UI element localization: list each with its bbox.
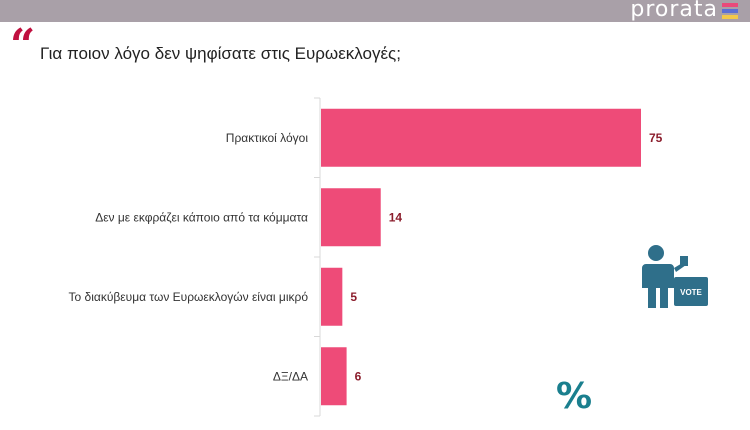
category-label: Δεν με εκφράζει κάποιο από τα κόμματα <box>95 210 308 224</box>
category-label: Το διακύβευμα των Ευρωεκλογών είναι μικρ… <box>69 290 309 304</box>
data-label: 5 <box>350 290 357 304</box>
vote-label: VOTE <box>680 288 702 297</box>
voter-body <box>642 264 674 308</box>
brand-logo-icon <box>722 3 738 19</box>
quote-icon: “ <box>10 20 36 71</box>
brand-bar-3 <box>722 15 738 19</box>
percent-symbol: % <box>556 376 593 417</box>
bar <box>321 267 343 326</box>
category-label: ΔΞ/ΔΑ <box>273 369 308 383</box>
bar <box>321 347 347 406</box>
brand-bar-2 <box>722 9 738 13</box>
data-label: 6 <box>355 369 362 383</box>
brand-bar-1 <box>722 3 738 7</box>
category-label: Πρακτικοί λόγοι <box>226 131 309 145</box>
brand-logo-text: prorata <box>630 0 718 22</box>
ballot-box <box>674 277 708 306</box>
voter-ballot-icon: VOTE <box>642 245 708 308</box>
data-label: 75 <box>649 131 663 145</box>
bar <box>321 188 381 247</box>
bar <box>321 108 641 167</box>
chart-title: Για ποιον λόγο δεν ψηφίσατε στις Ευρωεκλ… <box>40 44 401 63</box>
data-label: 14 <box>389 210 403 224</box>
top-bar: prorata <box>0 0 750 22</box>
ballot-paper <box>680 256 688 266</box>
voter-head <box>648 245 664 261</box>
